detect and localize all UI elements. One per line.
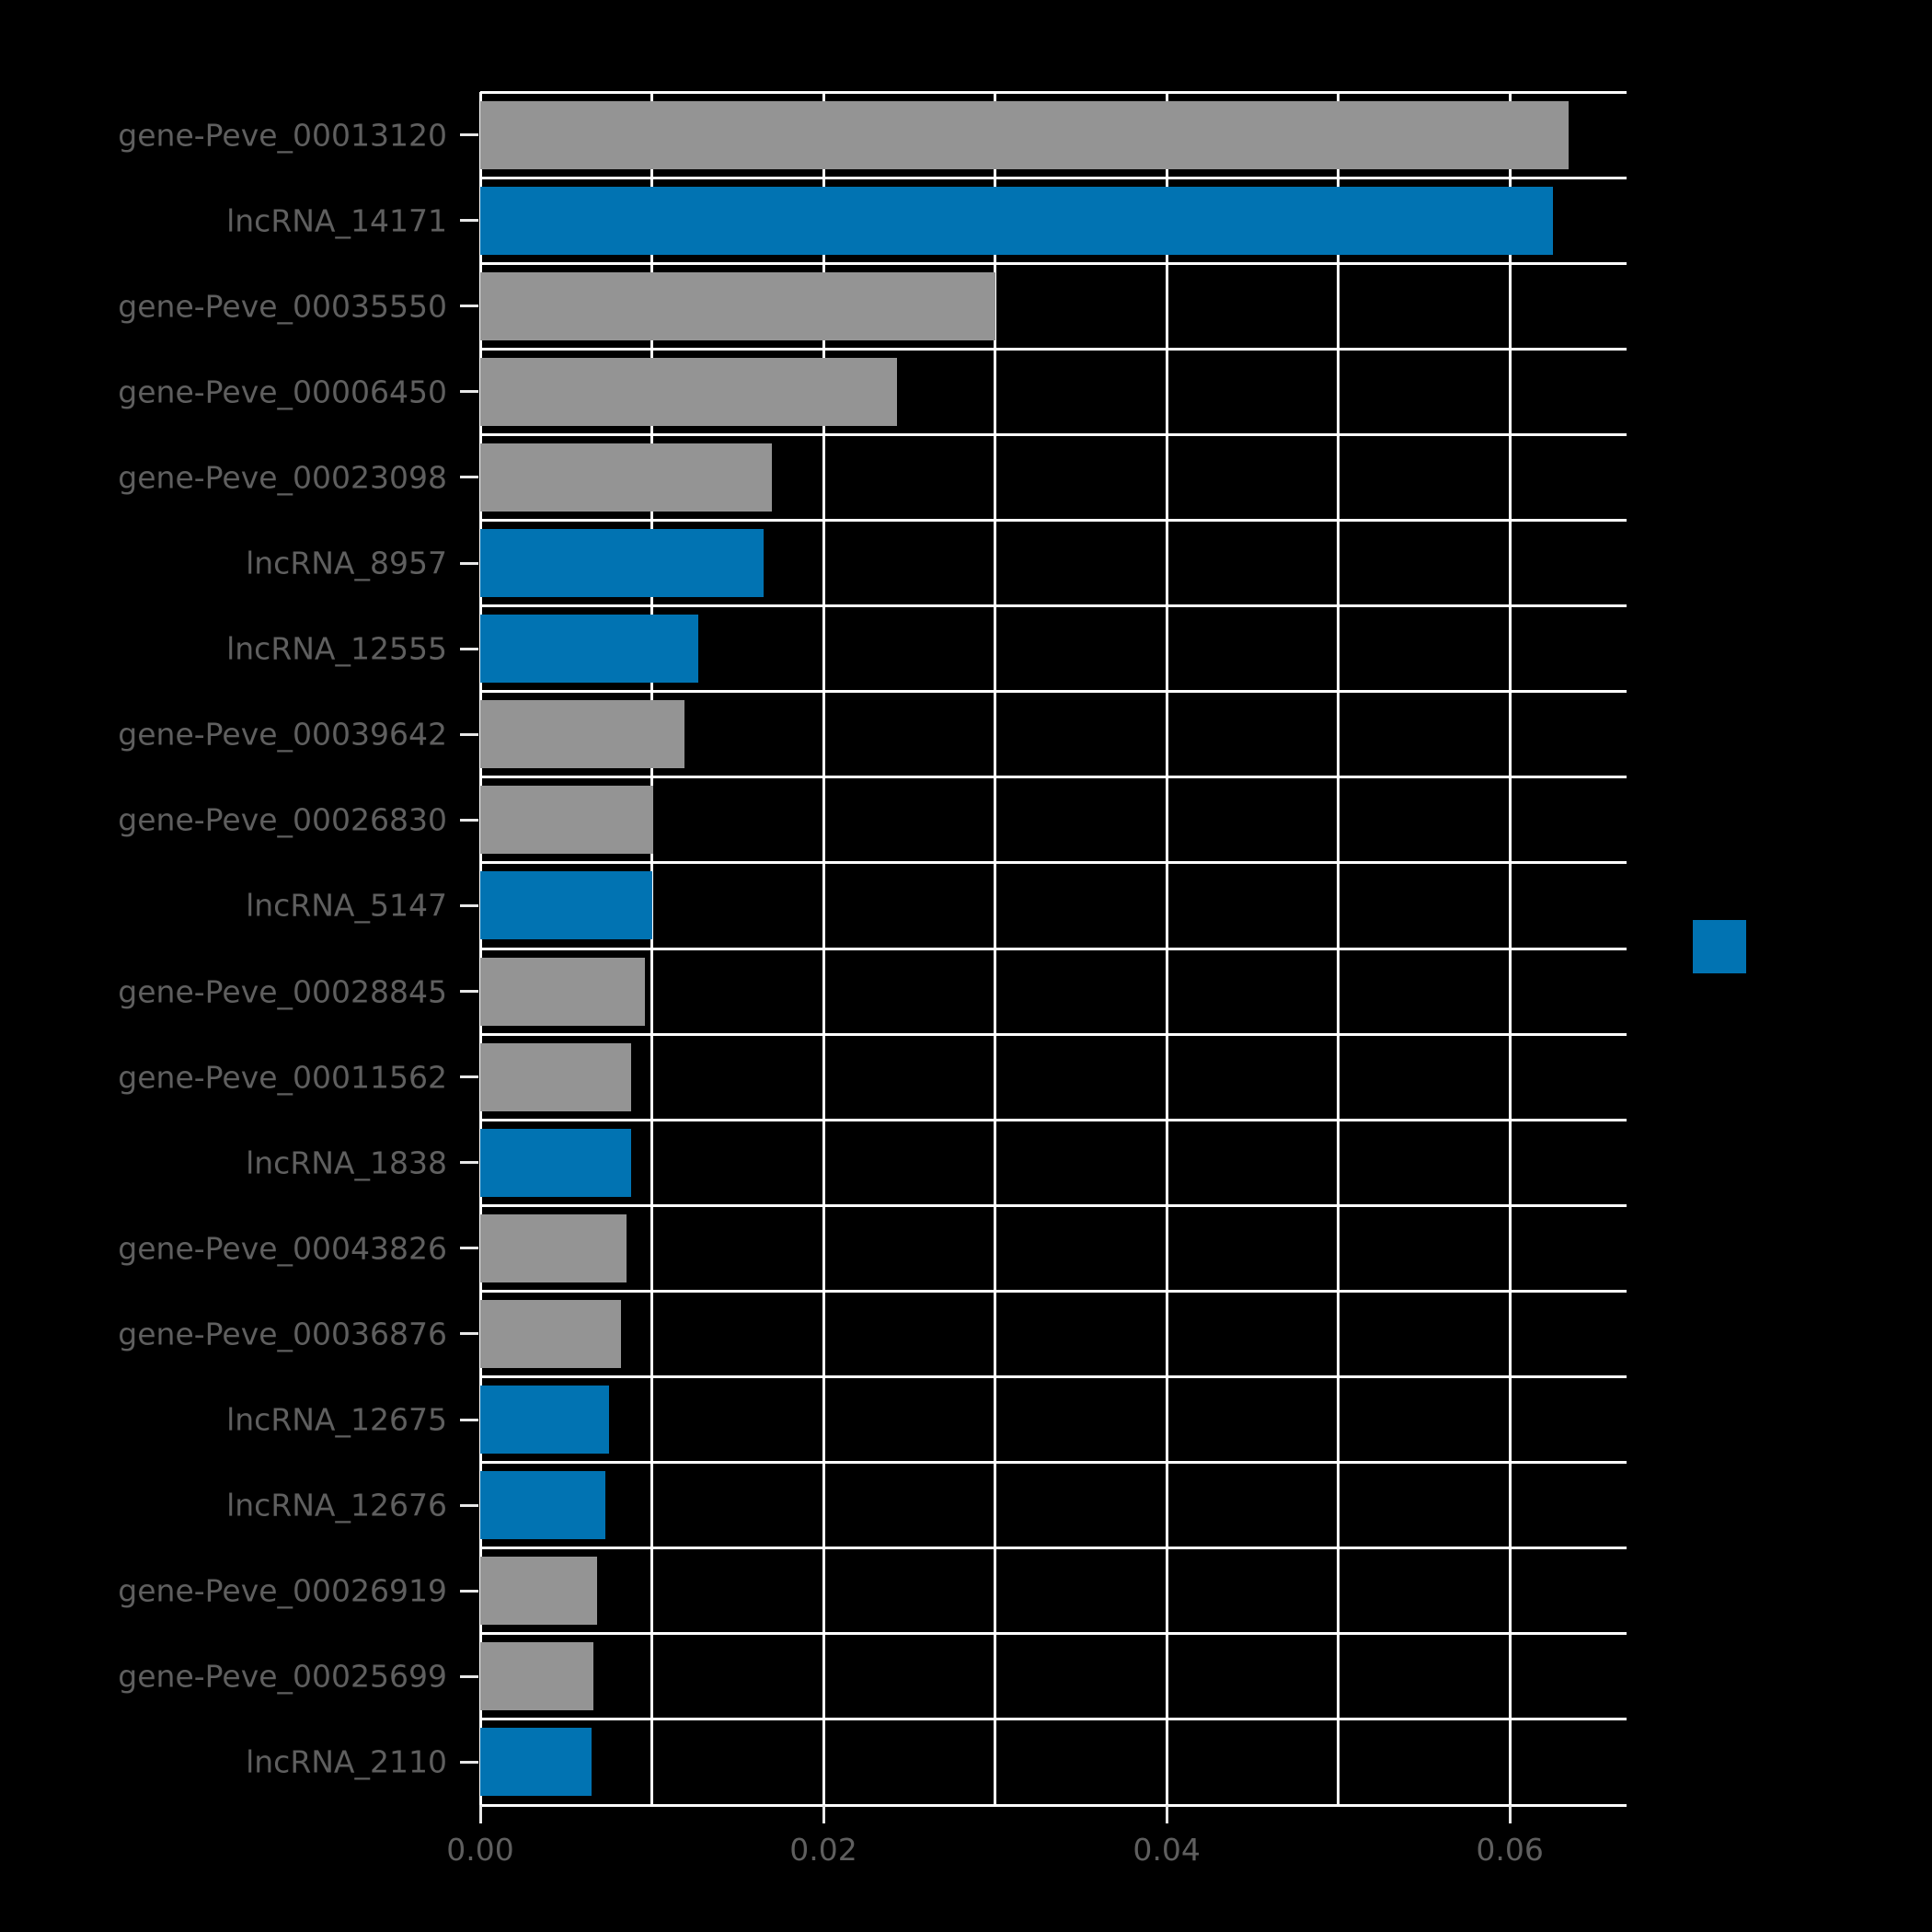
y-tick-label: gene-Peve_00013120 [118,117,447,154]
y-tick-label: lncRNA_12676 [226,1487,447,1524]
gridline-horizontal [480,1203,1627,1207]
y-tick-label: lncRNA_1838 [246,1144,447,1181]
gridline-horizontal [480,861,1627,865]
y-tick-mark [460,1418,478,1421]
gridline-horizontal [480,947,1627,950]
y-tick-mark [460,1503,478,1507]
y-tick-label: lncRNA_5147 [246,887,447,924]
x-tick-mark [822,1805,825,1823]
bar-gene-Peve_00025699 [480,1642,594,1711]
gridline-horizontal [480,1547,1627,1550]
bar-gene-Peve_00036876 [480,1299,621,1368]
gridline-horizontal [480,1718,1627,1721]
y-tick-label: lncRNA_12675 [226,1401,447,1438]
y-tick-mark [460,1075,478,1079]
x-tick-label: 0.06 [1476,1832,1544,1868]
y-tick-label: gene-Peve_00026919 [118,1572,447,1609]
bar-gene-Peve_00026830 [480,786,654,855]
x-tick-label: 0.02 [789,1832,857,1868]
y-tick-mark [460,1674,478,1678]
gridline-horizontal [480,1118,1627,1121]
y-tick-mark [460,561,478,565]
y-tick-label: gene-Peve_00026830 [118,801,447,838]
y-tick-mark [460,990,478,994]
bar-gene-Peve_00011562 [480,1042,632,1111]
y-tick-label: gene-Peve_00006450 [118,374,447,410]
gridline-horizontal [480,604,1627,608]
y-tick-mark [460,647,478,650]
bar-gene-Peve_00039642 [480,700,684,769]
y-tick-label: gene-Peve_00023098 [118,459,447,496]
y-tick-label: gene-Peve_00011562 [118,1059,447,1096]
y-tick-mark [460,305,478,308]
gridline-horizontal [480,1289,1627,1293]
plot-area [478,90,1627,1807]
x-tick-label: 0.00 [446,1832,514,1868]
bar-lncRNA_8957 [480,529,764,598]
y-tick-label: lncRNA_2110 [246,1743,447,1780]
gridline-horizontal [480,432,1627,436]
y-tick-mark [460,1332,478,1336]
y-tick-label: gene-Peve_00028845 [118,973,447,1010]
gridline-horizontal [480,519,1627,522]
y-tick-label: lncRNA_14171 [226,202,447,239]
x-tick-label: 0.04 [1133,1832,1201,1868]
gridline-horizontal [480,1375,1627,1378]
gridline-horizontal [480,690,1627,694]
bar-gene-Peve_00006450 [480,357,898,426]
y-tick-label: gene-Peve_00025699 [118,1658,447,1695]
y-tick-mark [460,476,478,479]
bar-lncRNA_1838 [480,1128,632,1197]
y-tick-mark [460,390,478,394]
plot-top-border [480,90,1627,94]
bar-gene-Peve_00043826 [480,1213,627,1282]
y-tick-label: gene-Peve_00043826 [118,1230,447,1267]
bar-lncRNA_2110 [480,1728,592,1797]
bar-lncRNA_12675 [480,1386,609,1455]
bar-lncRNA_12676 [480,1471,606,1540]
gridline-horizontal [480,176,1627,179]
y-tick-mark [460,1589,478,1593]
y-tick-label: gene-Peve_00036876 [118,1316,447,1352]
bar-gene-Peve_00035550 [480,271,995,340]
y-tick-mark [460,133,478,137]
gridline-horizontal [480,1632,1627,1636]
gridline-horizontal [480,261,1627,265]
y-tick-mark [460,818,478,822]
bar-gene-Peve_00013120 [480,100,1569,169]
gridline-horizontal [480,1461,1627,1465]
y-tick-mark [460,219,478,223]
legend-swatch-lncrna [1693,920,1746,973]
gridline-horizontal [480,776,1627,779]
bar-lncRNA_12555 [480,615,698,684]
y-tick-mark [460,1161,478,1165]
x-tick-mark [1508,1805,1512,1823]
y-tick-label: gene-Peve_00039642 [118,716,447,753]
y-tick-label: gene-Peve_00035550 [118,288,447,325]
gridline-horizontal [480,1032,1627,1036]
y-tick-mark [460,1247,478,1250]
bar-gene-Peve_00026919 [480,1557,597,1626]
x-tick-mark [478,1805,482,1823]
bar-gene-Peve_00028845 [480,957,646,1026]
y-tick-label: lncRNA_12555 [226,630,447,667]
bar-gene-Peve_00023098 [480,443,773,512]
bar-lncRNA_5147 [480,871,652,940]
bar-lncRNA_14171 [480,186,1553,255]
x-axis-line [480,1803,1627,1807]
gridline-horizontal [480,347,1627,351]
y-tick-mark [460,732,478,736]
y-tick-mark [460,1760,478,1764]
y-tick-mark [460,903,478,907]
x-tick-mark [1165,1805,1168,1823]
y-tick-label: lncRNA_8957 [246,545,447,581]
